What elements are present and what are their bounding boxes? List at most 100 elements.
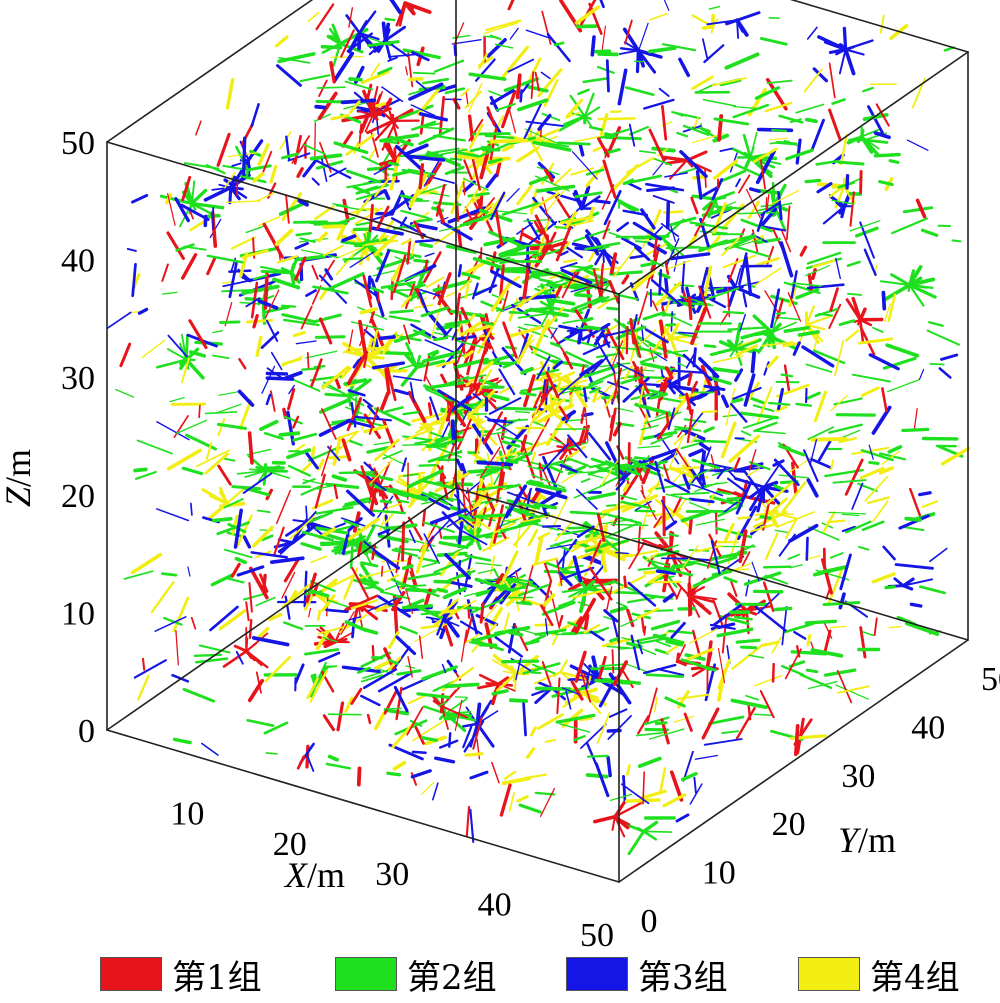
fracture-2 xyxy=(629,831,644,853)
fracture-4 xyxy=(480,159,481,165)
fracture-4 xyxy=(518,148,539,161)
fracture-3 xyxy=(883,293,884,309)
fracture-3 xyxy=(543,526,560,527)
fracture-2 xyxy=(423,562,439,567)
fracture-4 xyxy=(868,498,888,504)
fracture-1 xyxy=(403,523,404,560)
fracture-4 xyxy=(808,636,810,645)
fracture-2 xyxy=(345,82,372,90)
fracture-2 xyxy=(504,271,541,273)
fracture-3 xyxy=(457,460,462,469)
fracture-2 xyxy=(422,613,442,615)
fracture-3 xyxy=(920,493,930,495)
fracture-4 xyxy=(812,439,845,440)
fracture-4 xyxy=(562,474,575,482)
fracture-4 xyxy=(222,282,231,284)
fracture-3 xyxy=(539,116,550,130)
fracture-4 xyxy=(553,637,557,645)
fracture-4 xyxy=(294,333,304,336)
fracture-2 xyxy=(749,655,763,658)
fracture-2 xyxy=(344,258,363,259)
fracture-2 xyxy=(498,408,534,409)
fracture-3 xyxy=(723,396,728,406)
fracture-2 xyxy=(414,73,435,74)
fracture-4 xyxy=(677,695,708,699)
fracture-1 xyxy=(625,577,626,587)
fracture-4 xyxy=(564,260,576,262)
fracture-2 xyxy=(404,606,432,608)
fracture-4 xyxy=(738,517,749,518)
fracture-2 xyxy=(347,171,380,182)
fracture-2 xyxy=(434,338,446,340)
fracture-2 xyxy=(301,75,330,81)
fracture-3 xyxy=(695,756,717,760)
fracture-4 xyxy=(554,169,571,185)
fracture-2 xyxy=(734,246,769,257)
legend: 第1组 第2组 第3组 第4组 xyxy=(0,950,1000,998)
fracture-1 xyxy=(689,298,691,319)
fracture-3 xyxy=(584,389,586,401)
fracture-2 xyxy=(885,285,909,299)
fracture-2 xyxy=(772,130,786,131)
fracture-2 xyxy=(382,353,412,354)
fracture-2 xyxy=(705,482,727,485)
fracture-2 xyxy=(256,598,275,606)
fracture-2 xyxy=(843,514,859,515)
fracture-2 xyxy=(636,241,649,242)
fracture-1 xyxy=(199,406,200,418)
fracture-2 xyxy=(422,738,436,741)
fracture-2 xyxy=(226,578,244,583)
fracture-3 xyxy=(781,243,791,276)
fracture-2 xyxy=(383,454,406,465)
fracture-4 xyxy=(862,388,878,396)
fracture-2 xyxy=(583,319,592,321)
fracture-1 xyxy=(302,307,312,329)
fracture-2 xyxy=(553,301,574,304)
fracture-3 xyxy=(720,149,731,152)
fracture-4 xyxy=(634,272,654,290)
fracture-2 xyxy=(714,369,738,372)
fracture-4 xyxy=(766,534,777,559)
fracture-3 xyxy=(448,582,471,587)
fracture-4 xyxy=(674,716,694,722)
fracture-4 xyxy=(650,14,666,20)
fracture-2 xyxy=(606,138,641,139)
fracture-2 xyxy=(386,19,395,20)
fracture-3 xyxy=(619,70,625,103)
fracture-2 xyxy=(163,292,177,294)
fracture-3 xyxy=(930,549,947,562)
fracture-2 xyxy=(421,244,431,246)
fracture-2 xyxy=(576,193,601,197)
fracture-2 xyxy=(224,459,234,461)
fracture-2 xyxy=(785,624,813,632)
fracture-2 xyxy=(195,655,221,656)
fracture-4 xyxy=(602,115,607,134)
fracture-4 xyxy=(693,16,713,27)
fracture-2 xyxy=(170,398,184,402)
fracture-4 xyxy=(599,118,635,119)
fracture-2 xyxy=(764,567,790,568)
fracture-1 xyxy=(773,664,774,681)
fracture-1 xyxy=(540,464,542,480)
fracture-3 xyxy=(751,189,760,191)
fracture-2 xyxy=(929,322,943,326)
fracture-2 xyxy=(733,399,742,401)
fracture-4 xyxy=(427,278,443,287)
fracture-2 xyxy=(890,161,898,163)
fracture-2 xyxy=(591,475,603,478)
fracture-1 xyxy=(481,604,483,622)
fracture-4 xyxy=(754,268,781,286)
fracture-4 xyxy=(809,556,820,559)
fracture-2 xyxy=(401,627,417,633)
fracture-2 xyxy=(398,671,420,675)
fracture-3 xyxy=(782,607,786,645)
fracture-2 xyxy=(775,530,788,532)
fracture-4 xyxy=(219,419,225,435)
fracture-3 xyxy=(232,163,240,166)
fracture-2 xyxy=(520,805,540,812)
fracture-2 xyxy=(330,757,337,760)
fracture-1 xyxy=(518,75,520,97)
fracture-2 xyxy=(640,759,660,767)
fracture-4 xyxy=(504,778,529,783)
